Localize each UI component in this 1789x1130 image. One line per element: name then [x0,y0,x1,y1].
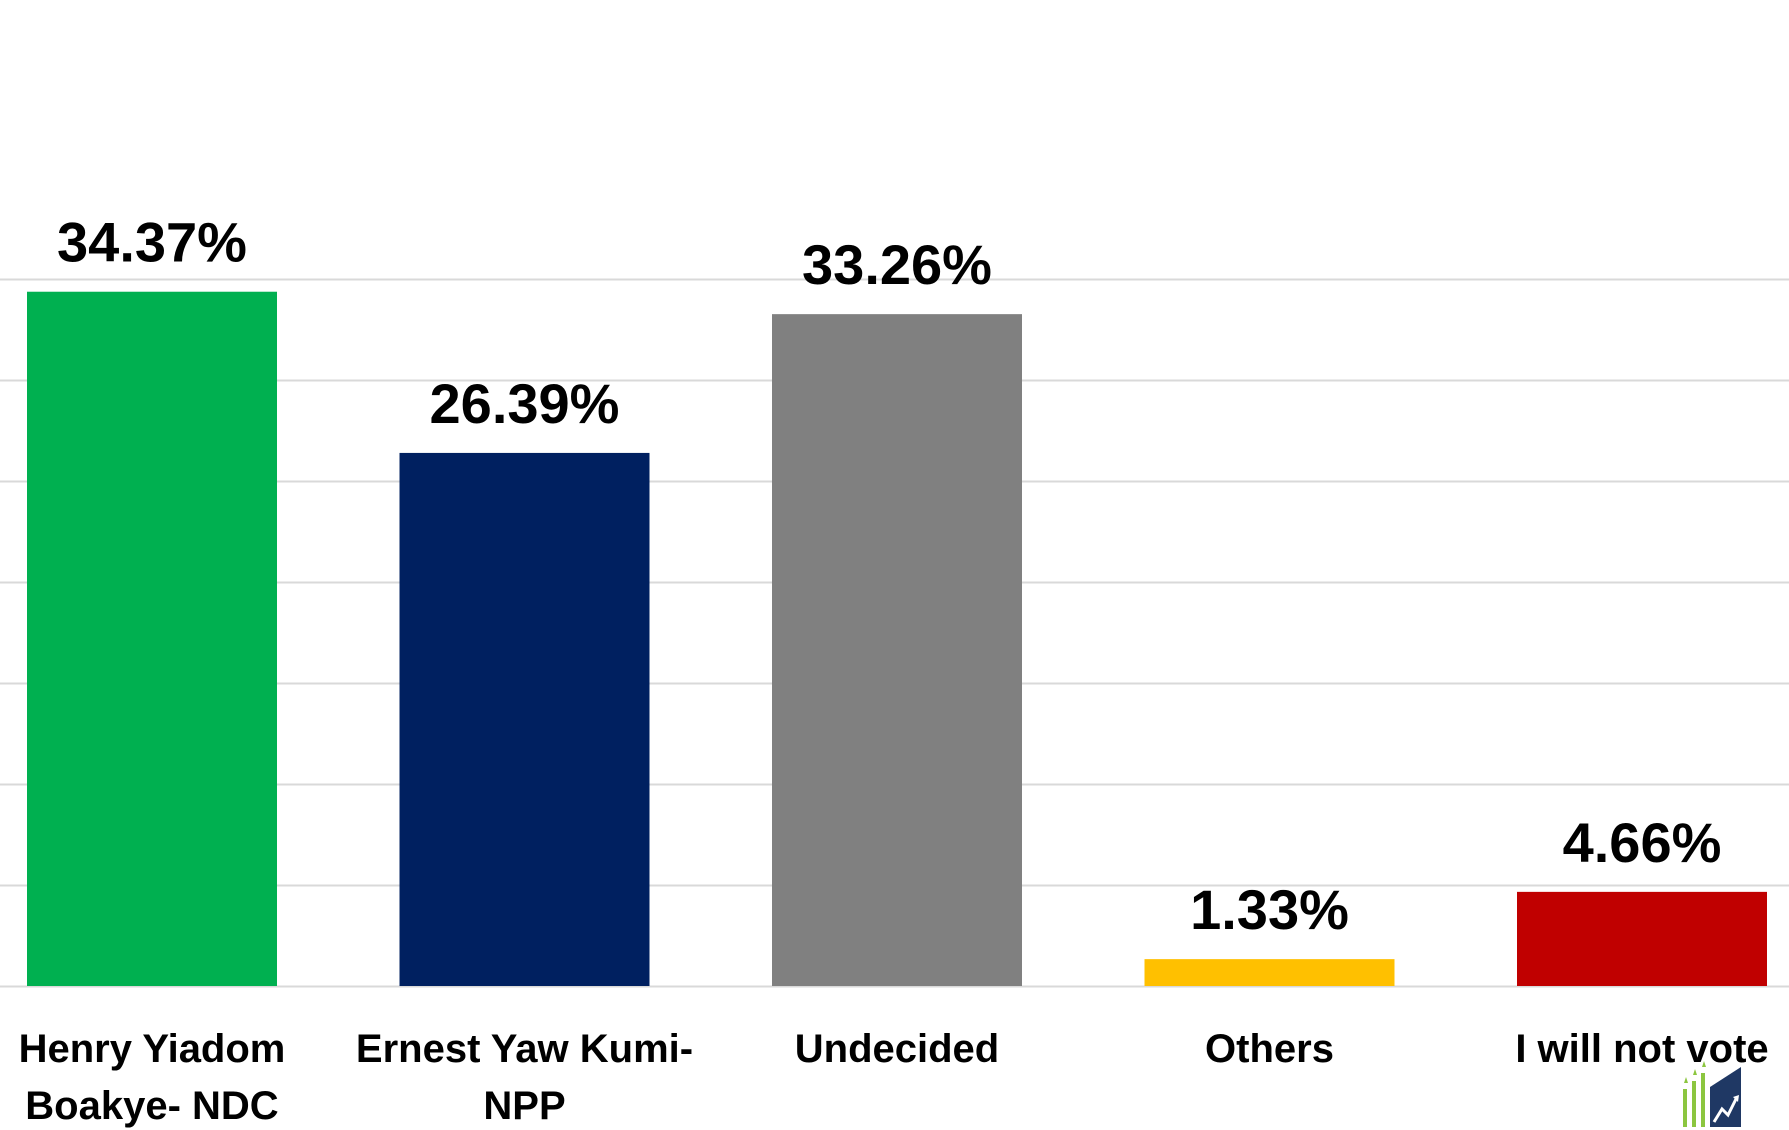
bar [1144,959,1395,986]
category-labels: Henry Yiadom Boakye- NDC Ernest Yaw Kumi- N… [19,1027,1769,1128]
data-label: 33.26% [802,233,992,296]
data-label: 4.66% [1563,811,1722,874]
category-tick-label: Ernest Yaw Kumi- [356,1027,693,1071]
category-tick-label: Boakye- NDC [25,1084,278,1128]
bar [399,452,650,986]
data-label: 26.39% [430,372,620,435]
value-labels: 34.37% 26.39% 33.26% 1.33% 4.66% [57,211,1721,941]
bar [1517,891,1767,986]
category-tick-label: I will not vote [1515,1027,1768,1071]
category-tick-label: Undecided [795,1027,999,1071]
growth-chart-logo-icon [1683,1061,1741,1127]
bars [27,291,1767,986]
category-tick-label: Henry Yiadom [19,1027,286,1071]
bar [772,314,1022,986]
category-tick-label: Others [1205,1027,1334,1071]
bar [27,291,277,986]
data-label: 34.37% [57,211,247,274]
data-label: 1.33% [1190,878,1349,941]
category-tick-label: NPP [483,1084,565,1128]
